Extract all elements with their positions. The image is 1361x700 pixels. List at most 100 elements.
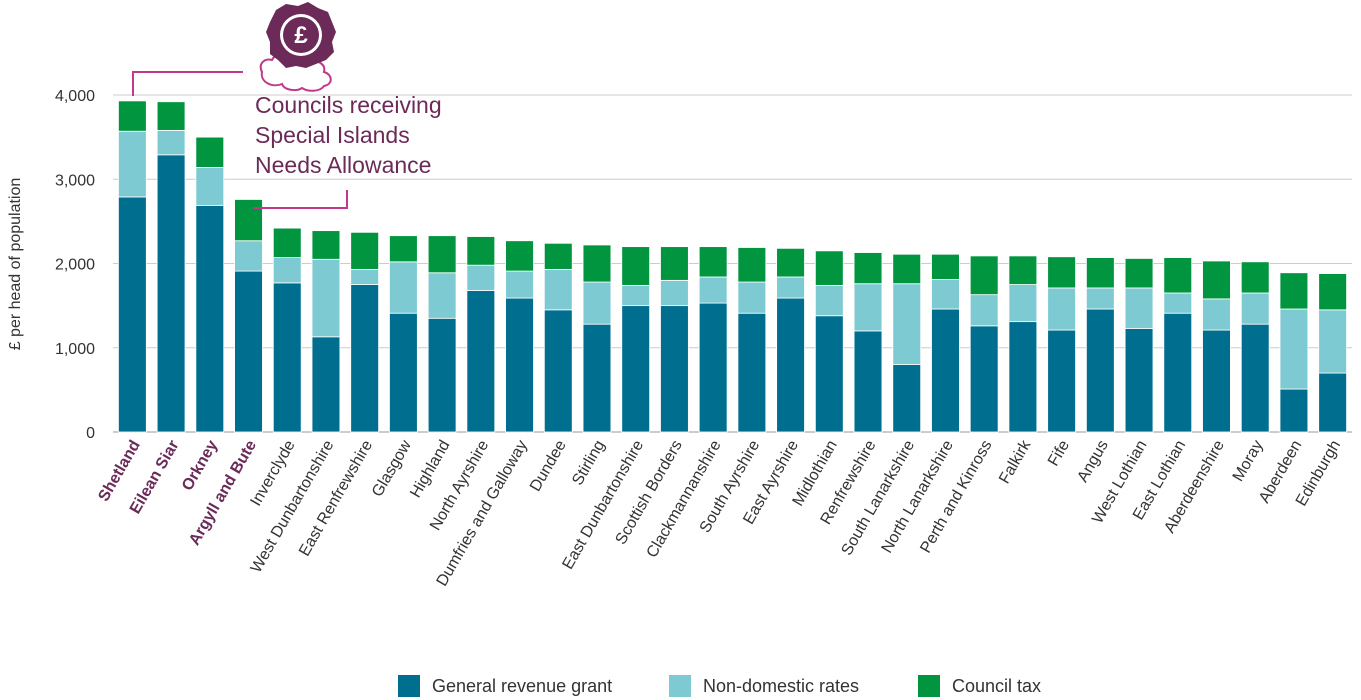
y-axis-tick-labels: 0 1,000 2,000 3,000 4,000 <box>55 88 95 442</box>
bar-segment <box>1240 261 1270 294</box>
bar-segment <box>853 283 883 332</box>
bar-segment <box>118 130 147 198</box>
bar-stack <box>1202 260 1231 433</box>
bar-segment <box>1279 272 1309 310</box>
bar-segment <box>1318 372 1347 433</box>
bar-segment <box>466 264 496 291</box>
bar-segment <box>1318 309 1347 374</box>
bar-stack <box>427 235 457 433</box>
bar-segment <box>698 276 728 304</box>
bar-stack <box>776 247 805 433</box>
bar-stack <box>931 253 960 433</box>
bar-segment <box>931 308 960 433</box>
bar-segment <box>892 253 922 285</box>
bar-stack <box>1008 255 1038 433</box>
bar-segment <box>582 244 612 283</box>
bar-segment <box>1008 321 1038 433</box>
bar-segment <box>582 281 612 325</box>
bar-segment <box>350 284 380 433</box>
x-category-label: East Renfrewshire <box>296 437 376 559</box>
bar-segment <box>272 257 302 284</box>
y-tick-label: 0 <box>86 425 95 442</box>
bar-segment <box>505 297 534 433</box>
bar-stack <box>1124 258 1154 433</box>
bar-segment <box>737 312 767 433</box>
bar-segment <box>1202 298 1231 331</box>
bar-segment <box>427 272 457 319</box>
bar-segment <box>1047 256 1076 289</box>
bar-stack <box>1047 256 1076 433</box>
bar-segment <box>1008 255 1038 285</box>
bar-segment <box>1085 287 1115 310</box>
bar-segment <box>1047 287 1076 331</box>
bar-segment <box>389 235 418 263</box>
bar-segment <box>543 268 573 311</box>
y-tick-label: 4,000 <box>55 88 95 105</box>
bar-segment <box>156 129 186 156</box>
bar-stack <box>466 236 496 433</box>
bar-segment <box>1163 257 1193 294</box>
bar-stack <box>350 231 380 433</box>
bar-stack <box>118 100 147 433</box>
legend-label: Non-domestic rates <box>703 675 860 696</box>
bar-segment <box>776 276 805 299</box>
bar-segment <box>156 154 186 433</box>
bar-segment <box>1279 388 1309 433</box>
bar-stack <box>660 246 689 433</box>
bar-segment <box>427 317 457 433</box>
bar-segment <box>1202 260 1231 300</box>
bar-stack <box>543 242 573 433</box>
bar-segment <box>350 231 380 270</box>
bar-stack <box>737 247 767 433</box>
bar-segment <box>853 252 883 285</box>
bar-segment <box>1085 257 1115 289</box>
bar-segment <box>543 242 573 270</box>
bar-segment <box>737 281 767 314</box>
bar-stack <box>311 230 341 433</box>
bar-segment <box>505 270 534 299</box>
bar-segment <box>272 227 302 259</box>
bar-segment <box>350 268 380 285</box>
bar-segment <box>892 283 922 365</box>
bar-stack <box>156 101 186 433</box>
bar-segment <box>1124 327 1154 433</box>
bar-stack <box>505 240 534 433</box>
bar-stack <box>892 253 922 433</box>
bar-segment <box>1318 273 1347 311</box>
bar-segment <box>621 285 651 307</box>
bar-segment <box>892 364 922 433</box>
bar-segment <box>156 101 186 131</box>
bar-segment <box>389 312 418 433</box>
bar-segment <box>234 240 263 272</box>
bar-segment <box>505 240 534 272</box>
pound-sterling-seal-icon: £ <box>259 2 336 92</box>
bar-segment <box>814 315 844 433</box>
bar-segment <box>853 330 883 433</box>
bar-segment <box>660 305 689 433</box>
bar-stack <box>1318 273 1347 433</box>
y-axis-label: £ per head of population <box>7 178 24 351</box>
bar-segment <box>118 100 147 132</box>
x-category-label: Angus <box>1074 438 1111 486</box>
bar-segment <box>272 282 302 433</box>
x-category-label: Stirling <box>569 438 608 489</box>
bar-stack <box>1163 257 1193 433</box>
bar-segment <box>1047 329 1076 433</box>
bar-segment <box>931 279 960 310</box>
bar-segment <box>1008 284 1038 323</box>
bar-segment <box>234 270 263 433</box>
bar-segment <box>1202 329 1231 433</box>
y-tick-label: 1,000 <box>55 341 95 358</box>
bar-segment <box>311 258 341 338</box>
svg-text:£: £ <box>294 22 308 49</box>
bar-segment <box>969 255 999 296</box>
bar-segment <box>1163 312 1193 433</box>
bar-segment <box>543 309 573 433</box>
bars <box>118 100 1347 433</box>
bar-segment <box>311 230 341 260</box>
bar-segment <box>660 246 689 281</box>
bar-segment <box>311 336 341 433</box>
bar-stack <box>389 235 418 433</box>
